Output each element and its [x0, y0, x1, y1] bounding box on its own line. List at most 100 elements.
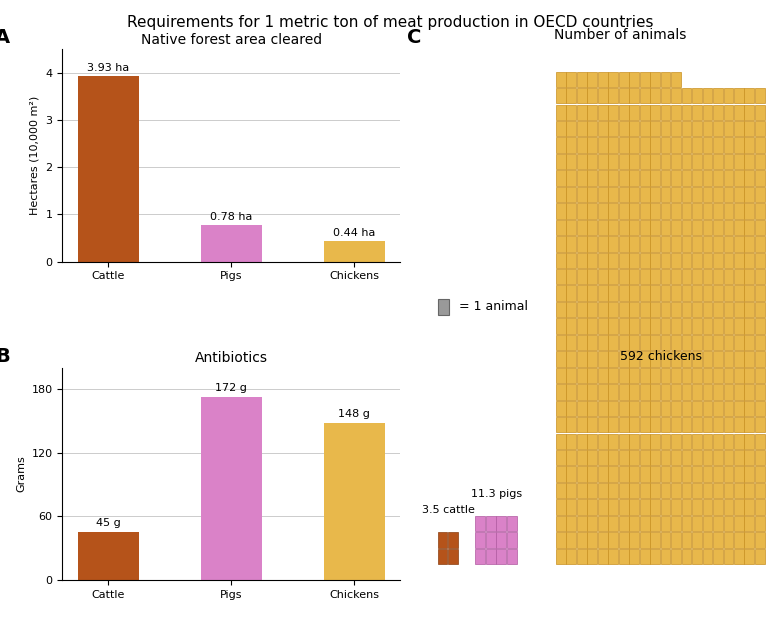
Bar: [703, 549, 712, 564]
Bar: [587, 187, 597, 202]
Bar: [682, 483, 691, 499]
Bar: [661, 170, 671, 186]
Bar: [703, 434, 712, 449]
Bar: [597, 368, 608, 383]
Title: Antibiotics: Antibiotics: [195, 351, 268, 365]
Bar: [556, 302, 566, 317]
Bar: [661, 368, 671, 383]
Bar: [682, 220, 691, 235]
Bar: [619, 450, 629, 465]
Bar: [640, 318, 650, 334]
Bar: [324, 241, 385, 262]
Bar: [640, 335, 650, 350]
Bar: [608, 252, 618, 268]
Bar: [587, 286, 597, 301]
Bar: [566, 220, 576, 235]
Bar: [629, 138, 639, 153]
Bar: [661, 286, 671, 301]
Bar: [619, 72, 629, 87]
Bar: [619, 549, 629, 564]
Bar: [703, 351, 712, 366]
Bar: [692, 286, 702, 301]
Bar: [566, 302, 576, 317]
Bar: [744, 516, 754, 531]
Bar: [640, 187, 650, 202]
Bar: [682, 384, 691, 400]
Bar: [703, 417, 712, 433]
Bar: [651, 187, 660, 202]
Bar: [661, 88, 671, 104]
Bar: [640, 499, 650, 515]
Bar: [619, 318, 629, 334]
Bar: [713, 121, 723, 136]
Bar: [651, 483, 660, 499]
Bar: [671, 450, 681, 465]
Bar: [692, 450, 702, 465]
Bar: [755, 220, 764, 235]
Bar: [577, 499, 587, 515]
Bar: [651, 384, 660, 400]
Bar: [682, 252, 691, 268]
Bar: [629, 516, 639, 531]
Bar: [476, 516, 485, 531]
Bar: [671, 466, 681, 482]
Bar: [744, 220, 754, 235]
Bar: [577, 549, 587, 564]
Bar: [744, 104, 754, 120]
Bar: [734, 302, 744, 317]
Bar: [619, 434, 629, 449]
Bar: [744, 400, 754, 416]
Bar: [724, 187, 733, 202]
Bar: [587, 516, 597, 531]
Bar: [608, 220, 618, 235]
Bar: [608, 187, 618, 202]
Bar: [692, 302, 702, 317]
Bar: [640, 483, 650, 499]
Bar: [755, 450, 764, 465]
Bar: [577, 483, 587, 499]
Bar: [566, 351, 576, 366]
Bar: [577, 351, 587, 366]
Bar: [671, 483, 681, 499]
Bar: [619, 154, 629, 169]
Bar: [713, 400, 723, 416]
Bar: [577, 72, 587, 87]
Bar: [682, 104, 691, 120]
Text: Number of animals: Number of animals: [554, 28, 686, 42]
Bar: [640, 532, 650, 548]
Bar: [744, 154, 754, 169]
Bar: [724, 220, 733, 235]
Bar: [619, 88, 629, 104]
Bar: [629, 351, 639, 366]
Bar: [640, 450, 650, 465]
Bar: [713, 450, 723, 465]
Bar: [619, 286, 629, 301]
Bar: [744, 417, 754, 433]
Bar: [556, 104, 566, 120]
Bar: [724, 170, 733, 186]
Bar: [692, 483, 702, 499]
Text: 45 g: 45 g: [96, 518, 121, 528]
Bar: [661, 203, 671, 218]
Bar: [682, 236, 691, 252]
Bar: [724, 417, 733, 433]
Bar: [671, 269, 681, 284]
Bar: [651, 236, 660, 252]
Bar: [713, 466, 723, 482]
Bar: [692, 499, 702, 515]
Bar: [755, 400, 764, 416]
Bar: [587, 450, 597, 465]
Bar: [577, 302, 587, 317]
Bar: [577, 516, 587, 531]
Bar: [744, 286, 754, 301]
Bar: [734, 400, 744, 416]
Bar: [640, 384, 650, 400]
Bar: [734, 269, 744, 284]
Bar: [608, 549, 618, 564]
Bar: [619, 269, 629, 284]
Bar: [619, 121, 629, 136]
Bar: [744, 236, 754, 252]
Bar: [651, 252, 660, 268]
Bar: [640, 170, 650, 186]
Bar: [577, 154, 587, 169]
